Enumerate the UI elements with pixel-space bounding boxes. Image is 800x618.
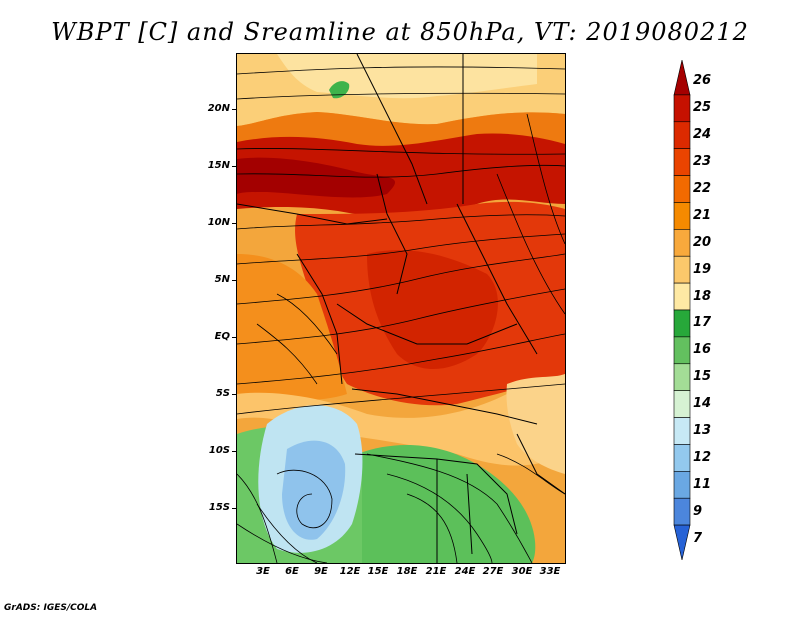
lon-label-21e: 21E	[425, 566, 447, 577]
lat-tick	[232, 451, 236, 452]
colorbar-label: 23	[693, 154, 712, 170]
lat-label-5n: 5N	[214, 274, 230, 285]
colorbar-segment	[673, 390, 691, 418]
colorbar-segment	[673, 60, 691, 96]
colorbar-label: 17	[693, 315, 712, 331]
lon-label-3e: 3E	[256, 566, 270, 577]
colorbar-label: 25	[693, 100, 712, 116]
lat-label-5s: 5S	[215, 388, 230, 399]
colorbar-label: 13	[693, 423, 712, 438]
colorbar-label: 14	[693, 396, 712, 412]
region-gulf-of-guinea	[237, 254, 347, 404]
colorbar-label: 18	[693, 288, 712, 304]
colorbar-segment	[673, 363, 691, 391]
colorbar-label: 12	[693, 449, 712, 465]
streamlines	[237, 66, 565, 563]
colorbar-segment	[673, 336, 691, 365]
colorbar-segment	[673, 417, 691, 445]
lat-tick	[232, 337, 236, 338]
colorbar-segment	[673, 94, 691, 123]
lon-label-9e: 9E	[314, 566, 328, 577]
colorbar-segments	[673, 60, 691, 560]
colorbar-label: 19	[693, 261, 712, 277]
colorbar-segment	[673, 255, 691, 284]
colorbar-label: 11	[693, 476, 712, 492]
colorbar-segment	[673, 148, 691, 176]
colorbar-segment	[673, 444, 691, 472]
lon-label-27e: 27E	[482, 566, 504, 577]
credit-text: GrADS: IGES/COLA	[4, 603, 98, 613]
colorbar-segment	[673, 229, 691, 257]
region-central-deep	[367, 250, 498, 369]
colorbar-label: 7	[693, 530, 703, 546]
lat-tick	[232, 394, 236, 395]
region-southern-africa-green	[357, 444, 536, 563]
lat-tick	[232, 508, 236, 509]
colorbar-segment	[673, 497, 691, 526]
lon-label-12e: 12E	[339, 566, 361, 577]
region-sahel-core	[237, 157, 396, 198]
lat-label-15n: 15N	[207, 160, 230, 171]
lon-label-15e: 15E	[367, 566, 389, 577]
colorbar-segment	[673, 121, 691, 149]
lat-label-20n: 20N	[207, 103, 230, 114]
map-canvas	[237, 54, 565, 563]
map-panel	[236, 53, 566, 564]
colorbar-segment	[673, 471, 691, 499]
colorbar-label: 26	[693, 73, 712, 89]
colorbar-segment	[673, 524, 691, 560]
lat-label-10n: 10N	[207, 217, 230, 228]
lon-label-33e: 33E	[539, 566, 561, 577]
lat-tick	[232, 280, 236, 281]
colorbar	[673, 60, 691, 560]
lon-label-6e: 6E	[285, 566, 299, 577]
lat-tick	[232, 223, 236, 224]
colorbar-segment	[673, 202, 691, 230]
lat-label-10s: 10S	[208, 445, 230, 456]
colorbar-label: 15	[693, 369, 712, 385]
country-borders	[237, 54, 565, 563]
lat-tick	[232, 109, 236, 110]
colorbar-label: 24	[693, 127, 712, 143]
colorbar-segment	[673, 309, 691, 338]
lat-label-15s: 15S	[208, 502, 230, 513]
colorbar-segment	[673, 175, 691, 203]
lon-label-18e: 18E	[396, 566, 418, 577]
lat-label-eq: EQ	[214, 331, 230, 342]
colorbar-label: 16	[693, 342, 712, 358]
colorbar-label: 9	[693, 503, 703, 519]
colorbar-label: 21	[693, 207, 712, 223]
map-title: WBPT [C] and Sreamline at 850hPa, VT: 20…	[51, 18, 749, 46]
lon-label-30e: 30E	[511, 566, 533, 577]
region-southern-transition	[237, 384, 565, 466]
lat-tick	[232, 166, 236, 167]
lon-label-24e: 24E	[454, 566, 476, 577]
colorbar-label: 22	[693, 181, 712, 196]
colorbar-label: 20	[693, 234, 712, 250]
colorbar-segment	[673, 282, 691, 311]
region-north-green-patch	[329, 81, 350, 99]
